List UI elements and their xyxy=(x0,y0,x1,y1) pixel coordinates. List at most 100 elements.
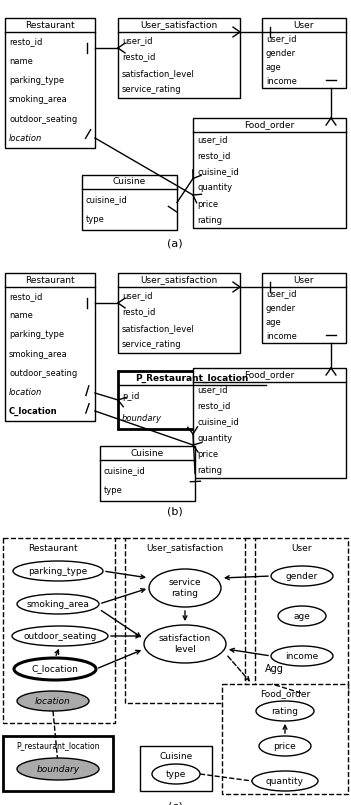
Bar xyxy=(82,175,177,230)
Text: outdoor_seating: outdoor_seating xyxy=(23,631,97,641)
Text: User: User xyxy=(294,275,314,284)
Text: Agg: Agg xyxy=(265,664,284,674)
Text: cuisine_id: cuisine_id xyxy=(104,466,146,475)
Text: Food_order: Food_order xyxy=(260,690,310,699)
Text: (b): (b) xyxy=(167,506,183,516)
Text: Cuisine: Cuisine xyxy=(159,752,193,761)
Text: C_location: C_location xyxy=(9,407,58,416)
Text: user_id: user_id xyxy=(266,35,297,43)
Text: smoking_area: smoking_area xyxy=(27,600,90,609)
Text: price: price xyxy=(197,449,218,459)
Ellipse shape xyxy=(13,561,103,581)
Text: price: price xyxy=(274,741,296,750)
Text: quantity: quantity xyxy=(197,434,232,443)
Text: rating: rating xyxy=(197,216,222,225)
Text: Restaurant: Restaurant xyxy=(25,275,75,284)
Bar xyxy=(140,746,212,791)
Text: user_id: user_id xyxy=(122,35,152,45)
Text: location: location xyxy=(9,388,42,397)
Ellipse shape xyxy=(14,658,96,680)
Text: service_rating: service_rating xyxy=(122,85,181,94)
Text: cuisine_id: cuisine_id xyxy=(197,167,239,176)
Bar xyxy=(193,118,346,228)
Bar xyxy=(118,371,266,429)
Ellipse shape xyxy=(152,764,200,784)
Text: satisfaction_level: satisfaction_level xyxy=(122,68,195,78)
Text: smoking_area: smoking_area xyxy=(9,349,68,358)
Text: (a): (a) xyxy=(167,238,183,248)
Ellipse shape xyxy=(259,736,311,756)
Bar xyxy=(5,18,95,148)
Ellipse shape xyxy=(17,594,99,614)
Bar xyxy=(193,368,346,478)
Text: quantity: quantity xyxy=(266,777,304,786)
Text: resto_id: resto_id xyxy=(9,37,42,46)
Text: User: User xyxy=(294,20,314,30)
Text: age: age xyxy=(266,63,282,72)
Text: type: type xyxy=(104,486,123,495)
Text: cuisine_id: cuisine_id xyxy=(86,195,128,204)
Bar xyxy=(3,538,115,723)
Text: Cuisine: Cuisine xyxy=(113,177,146,187)
Text: income: income xyxy=(285,651,319,660)
Text: gender: gender xyxy=(286,572,318,580)
Ellipse shape xyxy=(256,701,314,721)
Text: user_id: user_id xyxy=(197,386,227,394)
Text: type: type xyxy=(86,215,105,225)
Text: boundary: boundary xyxy=(122,414,162,423)
Text: rating: rating xyxy=(272,707,298,716)
Text: income: income xyxy=(266,76,297,85)
Text: resto_id: resto_id xyxy=(122,308,155,316)
Text: resto_id: resto_id xyxy=(197,151,230,160)
Text: resto_id: resto_id xyxy=(122,52,155,61)
Text: service_rating: service_rating xyxy=(122,341,181,349)
Text: gender: gender xyxy=(266,48,296,57)
Text: rating: rating xyxy=(197,465,222,474)
Text: user_id: user_id xyxy=(197,135,227,145)
Text: User_satisfaction: User_satisfaction xyxy=(140,20,218,30)
Bar xyxy=(118,273,240,353)
Ellipse shape xyxy=(144,625,226,663)
Text: quantity: quantity xyxy=(197,184,232,192)
Bar xyxy=(262,18,346,88)
Text: User: User xyxy=(291,543,311,552)
Text: parking_type: parking_type xyxy=(9,76,64,85)
Text: user_id: user_id xyxy=(122,291,152,299)
Text: outdoor_seating: outdoor_seating xyxy=(9,369,77,378)
Text: Cuisine: Cuisine xyxy=(131,448,164,457)
Bar xyxy=(100,446,195,501)
Text: service
rating: service rating xyxy=(169,578,201,597)
Text: C_location: C_location xyxy=(32,664,78,674)
Text: Food_order: Food_order xyxy=(244,370,294,379)
Bar xyxy=(118,18,240,98)
Ellipse shape xyxy=(149,569,221,607)
Text: age: age xyxy=(266,317,282,327)
Bar xyxy=(3,736,113,791)
Text: resto_id: resto_id xyxy=(197,402,230,411)
Text: satisfaction
level: satisfaction level xyxy=(159,634,211,654)
Text: name: name xyxy=(9,56,33,65)
Ellipse shape xyxy=(271,566,333,586)
Ellipse shape xyxy=(278,606,326,626)
Text: cuisine_id: cuisine_id xyxy=(197,418,239,427)
Ellipse shape xyxy=(252,771,318,791)
Ellipse shape xyxy=(12,626,108,646)
Text: parking_type: parking_type xyxy=(28,567,88,576)
Text: name: name xyxy=(9,312,33,320)
Text: gender: gender xyxy=(266,303,296,312)
Ellipse shape xyxy=(17,691,89,711)
Ellipse shape xyxy=(17,758,99,780)
Text: price: price xyxy=(197,200,218,208)
Text: location: location xyxy=(35,696,71,705)
Text: Restaurant: Restaurant xyxy=(28,543,78,552)
Bar xyxy=(262,273,346,343)
Text: location: location xyxy=(9,134,42,142)
Text: (c): (c) xyxy=(167,801,183,805)
Ellipse shape xyxy=(271,646,333,666)
Text: age: age xyxy=(293,612,310,621)
Text: satisfaction_level: satisfaction_level xyxy=(122,324,195,332)
Text: Restaurant: Restaurant xyxy=(25,20,75,30)
Text: User_satisfaction: User_satisfaction xyxy=(140,275,218,284)
Bar xyxy=(5,273,95,421)
Bar xyxy=(222,684,348,794)
